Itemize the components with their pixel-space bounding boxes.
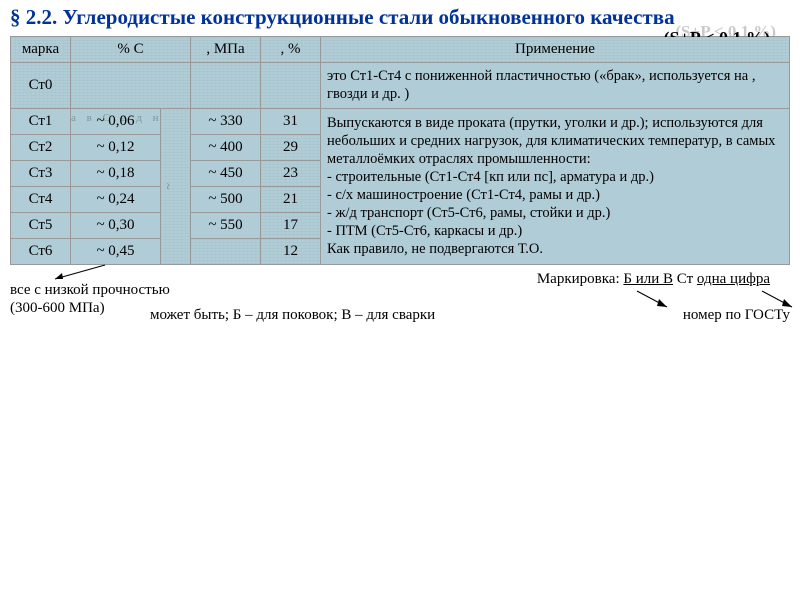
cell-c [71, 63, 191, 108]
footer-mid: может быть; Б – для поковок; В – для сва… [150, 307, 435, 324]
footer-gost: номер по ГОСТу [683, 307, 790, 324]
app-line: - ПТМ (Ст5-Ст6, каркасы и др.) [327, 222, 783, 240]
app-line: Выпускаются в виде проката (прутки, угол… [327, 114, 783, 168]
cell-mpa: ~ 500 [191, 186, 261, 212]
cell-marka: Ст2 [11, 134, 71, 160]
cell-mpa [191, 238, 261, 264]
cell-pct: 17 [261, 212, 321, 238]
mark-c: Ст [677, 271, 697, 287]
col-marka: марка [11, 37, 71, 63]
cell-c: ~ 0,06 а в С е д н о м О 3 6 % С * Z [71, 108, 161, 134]
cell-c: ~ 0,24 [71, 186, 161, 212]
cell-mpa: ~ 450 [191, 160, 261, 186]
app-line: - строительные (Ст1-Ст4 [кп или пс], арм… [327, 168, 783, 186]
brace-cell: ~ [161, 108, 191, 264]
cell-marka: Ст4 [11, 186, 71, 212]
app-line: - ж/д транспорт (Ст5-Ст6, рамы, стойки и… [327, 204, 783, 222]
col-mpa: , МПа [191, 37, 261, 63]
cell-pct: 12 [261, 238, 321, 264]
cell-pct: 23 [261, 160, 321, 186]
row-st0: Ст0 это Ст1-Ст4 с пониженной пластичност… [11, 63, 790, 108]
row-st1: Ст1 ~ 0,06 а в С е д н о м О 3 6 % С * Z… [11, 108, 790, 134]
arrow-icon [627, 289, 687, 311]
col-app: Применение [321, 37, 790, 63]
cell-c: ~ 0,45 [71, 238, 161, 264]
cell-pct: 29 [261, 134, 321, 160]
footer-left-1: все с низкой прочностью [10, 281, 270, 299]
footer-area: все с низкой прочностью (300-600 МПа) мо… [10, 271, 790, 341]
col-pct: , % [261, 37, 321, 63]
mark-b: Б или В [623, 271, 673, 287]
col-pctc: % C [71, 37, 191, 63]
cell-c: ~ 0,30 [71, 212, 161, 238]
cell-marka: Ст3 [11, 160, 71, 186]
footer-marking: Маркировка: Б или В Ст одна цифра [537, 271, 770, 288]
mark-d: одна цифра [697, 271, 770, 287]
cell-marka: Ст5 [11, 212, 71, 238]
arrow-icon [50, 263, 110, 283]
cell-app: это Ст1-Ст4 с пониженной пластичностью (… [321, 63, 790, 108]
cell-marka: Ст6 [11, 238, 71, 264]
brace-label: ~ [161, 183, 176, 190]
cell-mpa: ~ 330 [191, 108, 261, 134]
cell-pct [261, 63, 321, 108]
cell-app-big: Выпускаются в виде проката (прутки, угол… [321, 108, 790, 264]
cell-mpa [191, 63, 261, 108]
steel-table: марка % C , МПа , % Применение Ст0 это С… [10, 36, 790, 264]
mark-label: Маркировка: [537, 271, 624, 287]
cell-mpa: ~ 400 [191, 134, 261, 160]
cell-mpa: ~ 550 [191, 212, 261, 238]
cell-marka: Ст0 [11, 63, 71, 108]
table-header-row: марка % C , МПа , % Применение [11, 37, 790, 63]
cell-pct: 21 [261, 186, 321, 212]
app-line: Как правило, не подвергаются Т.О. [327, 240, 783, 258]
app-text-a: это Ст1-Ст4 с пониженной пластичностью (… [327, 68, 748, 84]
cell-pct: 31 [261, 108, 321, 134]
app-line: - с/х машиностроение (Ст1-Ст4, рамы и др… [327, 186, 783, 204]
cell-c: ~ 0,18 [71, 160, 161, 186]
cell-c: ~ 0,12 [71, 134, 161, 160]
cell-marka: Ст1 [11, 108, 71, 134]
